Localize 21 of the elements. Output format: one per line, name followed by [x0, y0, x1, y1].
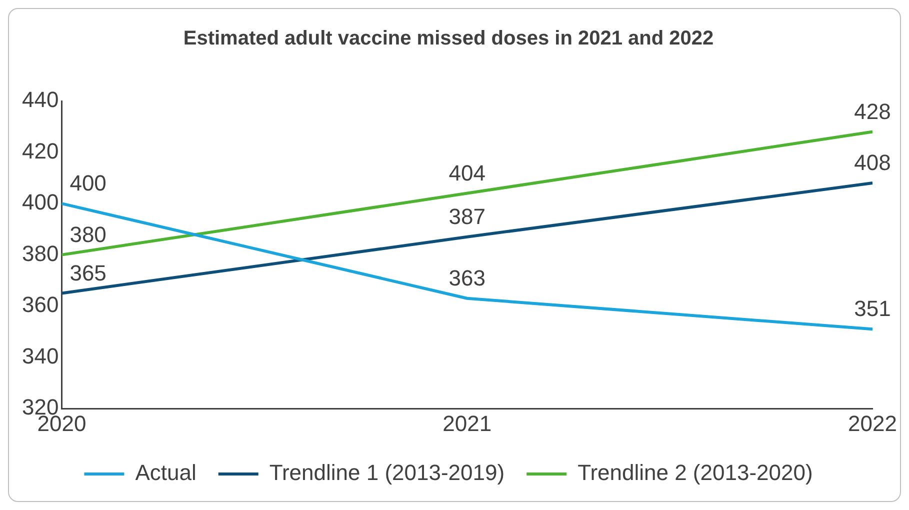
x-tick-label: 2021	[442, 410, 492, 436]
data-label: 408	[854, 150, 891, 176]
data-label: 428	[854, 98, 891, 124]
chart-title: Estimated adult vaccine missed doses in 2021 and 2022	[183, 28, 714, 50]
data-label: 387	[448, 204, 486, 229]
y-tick-label: 400	[22, 190, 59, 215]
data-label: 363	[448, 265, 486, 290]
x-tick-label: 2022	[848, 410, 898, 436]
data-label: 404	[448, 160, 486, 186]
y-tick-label: 380	[22, 240, 59, 266]
y-tick-label: 340	[22, 343, 59, 368]
data-label: 365	[70, 260, 106, 286]
data-label: 351	[854, 296, 891, 322]
legend-label: Trendline 2 (2013-2020)	[578, 460, 813, 486]
legend-label: Trendline 1 (2013-2019)	[269, 460, 505, 486]
data-label: 380	[70, 222, 106, 247]
y-tick-label: 440	[22, 87, 59, 112]
y-tick-label: 420	[22, 138, 59, 164]
y-tick-label: 360	[22, 292, 59, 318]
data-label: 400	[70, 170, 106, 196]
legend-label: Actual	[135, 460, 196, 486]
